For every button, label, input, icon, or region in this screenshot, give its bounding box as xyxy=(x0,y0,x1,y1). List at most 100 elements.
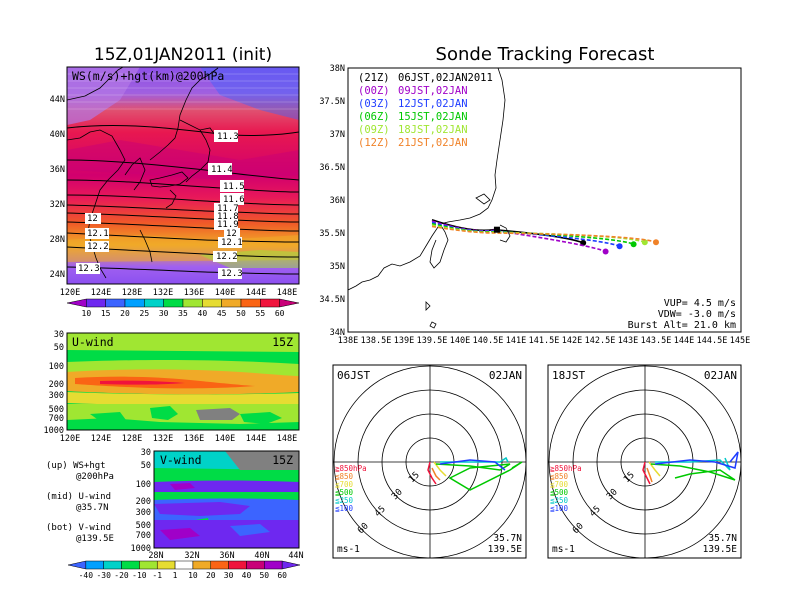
track-lon-tick: 140.5E xyxy=(473,336,504,346)
contour-label: 12.2 xyxy=(216,252,238,262)
contour-label: 12 xyxy=(226,229,237,239)
track-lon-tick: 142E xyxy=(562,336,582,346)
map-frame xyxy=(66,66,300,285)
note-line: @139.5E xyxy=(76,534,114,544)
track-lat-tick: 35.5N xyxy=(319,229,345,239)
v-pressure-tick: 500 xyxy=(136,521,151,531)
track-lon-tick: 144.5E xyxy=(697,336,728,346)
map-lon-tick: 136E xyxy=(184,288,204,298)
hodo-unit: ms-1 xyxy=(552,544,575,555)
map-lon-tick: 132E xyxy=(153,288,173,298)
colorbar-swatch xyxy=(202,298,222,308)
launch-params: VUP= 4.5 m/s VDW= -3.0 m/s Burst Alt= 21… xyxy=(628,298,736,331)
colorbar-swatch xyxy=(163,298,184,308)
param-line: Burst Alt= 21.0 km xyxy=(628,320,736,331)
note-line: (bot) V-wind xyxy=(46,523,111,533)
track-lon-tick: 145E xyxy=(730,336,750,346)
colorbar-swatch xyxy=(228,560,247,570)
hodo-lon: 139.5E xyxy=(703,544,738,555)
track-end-marker xyxy=(602,248,609,255)
legend-entry: (06Z) xyxy=(358,111,390,123)
track-lon-tick: 140E xyxy=(450,336,470,346)
map-lat-tick: 24N xyxy=(50,270,65,280)
colorbar-swatch xyxy=(103,560,122,570)
colorbar-label: 40 xyxy=(198,309,208,318)
colorbar-swatch xyxy=(240,298,261,308)
colorbar-label: 10 xyxy=(82,309,92,318)
u-pressure-tick: 1000 xyxy=(44,426,64,436)
colorbar-swatch xyxy=(86,298,106,308)
level-entry: ≦500 xyxy=(335,488,354,497)
track-lat-tick: 37N xyxy=(330,130,345,140)
colorbar-label: 60 xyxy=(275,309,285,318)
colorbar-swatch xyxy=(246,560,265,570)
track-lat-tick: 34.5N xyxy=(319,295,345,305)
colorbar-label: -30 xyxy=(96,571,111,580)
track-lon-tick: 143E xyxy=(618,336,638,346)
contour-label: 12.1 xyxy=(87,229,109,239)
param-line: VUP= 4.5 m/s xyxy=(664,298,736,309)
contour-label: 12.1 xyxy=(221,238,243,248)
track-lon-tick: 138E xyxy=(338,336,358,346)
colorbar-label: 30 xyxy=(159,309,169,318)
colorbar-label: 20 xyxy=(206,571,216,580)
level-entry: ≦250 xyxy=(550,496,569,505)
launch-marker xyxy=(493,226,500,233)
panel-legend-notes: (up) WS+hgt @200hPa (mid) U-wind @35.7N … xyxy=(46,461,114,544)
legend-entry: 15JST,02JAN xyxy=(398,111,468,123)
colorbar-label: -1 xyxy=(152,571,162,580)
left-title: 15Z,01JAN2011 (init) xyxy=(94,45,272,65)
contour-label: 11.5 xyxy=(223,182,245,192)
contour-label: 11.4 xyxy=(211,165,233,175)
colorbar-swatch xyxy=(192,560,212,570)
colorbar-label: 1 xyxy=(173,571,178,580)
track-end-marker xyxy=(641,239,648,246)
v-lat-tick: 32N xyxy=(184,551,199,561)
legend-entry: 09JST,02JAN xyxy=(398,85,468,97)
colorbar-swatch xyxy=(260,298,280,308)
track-lon-tick: 141E xyxy=(506,336,526,346)
legend-entry: 21JST,02JAN xyxy=(398,137,468,149)
map-colorbar: 10 15 20 25 30 35 40 45 50 55 60 xyxy=(66,298,300,318)
track-lon-tick: 144E xyxy=(674,336,694,346)
u-lon-tick: 144E xyxy=(246,434,266,444)
level-entry: ≦850 xyxy=(550,472,569,481)
legend-entry: (00Z) xyxy=(358,85,390,97)
level-entry: ≦500 xyxy=(550,488,569,497)
u-wind-panel: U-wind 15Z 30 50 100 200 300 500 700 100… xyxy=(44,330,300,444)
track-lon-tick: 142.5E xyxy=(585,336,616,346)
track-lon-tick: 139.5E xyxy=(417,336,448,346)
colorbar-label: 10 xyxy=(188,571,198,580)
track-lon-tick: 141.5E xyxy=(529,336,560,346)
legend-entry: (09Z) xyxy=(358,124,390,136)
colorbar-swatch xyxy=(221,298,242,308)
track-lat-tick: 37.5N xyxy=(319,97,345,107)
v-wind-panel: V-wind 15Z 30 50 100 200 300 500 700 100… xyxy=(131,448,304,561)
note-line: @35.7N xyxy=(76,503,109,513)
colorbar-label: -40 xyxy=(79,571,94,580)
map-panel-label: WS(m/s)+hgt(km)@200hPa xyxy=(72,69,224,83)
contour-label: 11.7 xyxy=(217,204,239,214)
colorbar-swatch xyxy=(85,560,104,570)
contour-label: 12.2 xyxy=(87,242,109,252)
map-lat-tick: 28N xyxy=(50,235,65,245)
colorbar-swatch xyxy=(281,560,301,570)
u-pressure-tick: 500 xyxy=(49,405,64,415)
level-entry: ≦700 xyxy=(550,480,569,489)
legend-entry: (03Z) xyxy=(358,98,390,110)
track-lines xyxy=(431,219,659,255)
u-lon-tick: 124E xyxy=(91,434,111,444)
hodo-time: 06JST xyxy=(337,369,370,382)
u-pressure-tick: 700 xyxy=(49,414,64,424)
hodo-time: 18JST xyxy=(552,369,585,382)
colorbar-swatch xyxy=(67,560,87,570)
contour-label: 11.8 xyxy=(217,212,239,222)
u-pressure-tick: 50 xyxy=(54,343,64,353)
contour-labels: 11.3 11.4 11.5 11.6 11.7 11.8 11.9 12 12… xyxy=(76,130,245,279)
contour-label: 11.6 xyxy=(223,195,245,205)
colorbar-label: -10 xyxy=(132,571,147,580)
hodo-date: 02JAN xyxy=(704,369,737,382)
level-entry: ≦850 xyxy=(335,472,354,481)
colorbar-swatch xyxy=(66,298,87,308)
colorbar-swatch xyxy=(156,560,176,570)
